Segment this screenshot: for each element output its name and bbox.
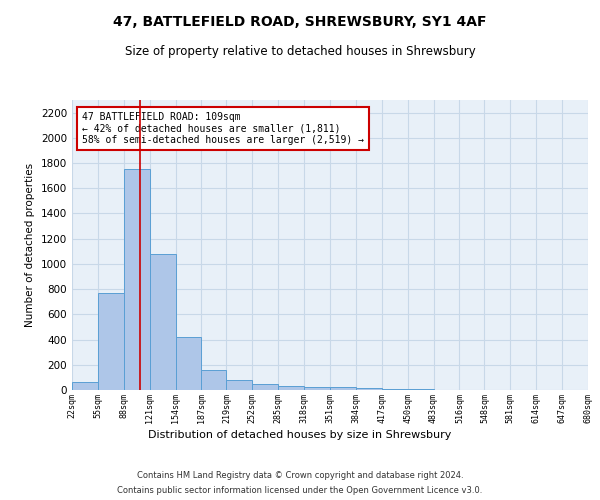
- Bar: [226, 380, 253, 390]
- Bar: [124, 170, 149, 390]
- Text: 47 BATTLEFIELD ROAD: 109sqm
← 42% of detached houses are smaller (1,811)
58% of : 47 BATTLEFIELD ROAD: 109sqm ← 42% of det…: [82, 112, 364, 145]
- Bar: [98, 293, 124, 390]
- Bar: [356, 388, 382, 390]
- Text: Distribution of detached houses by size in Shrewsbury: Distribution of detached houses by size …: [148, 430, 452, 440]
- Bar: [278, 386, 304, 390]
- Bar: [72, 382, 98, 390]
- Bar: [202, 370, 226, 390]
- Bar: [382, 389, 407, 390]
- Bar: [330, 388, 356, 390]
- Text: 47, BATTLEFIELD ROAD, SHREWSBURY, SY1 4AF: 47, BATTLEFIELD ROAD, SHREWSBURY, SY1 4A…: [113, 15, 487, 29]
- Y-axis label: Number of detached properties: Number of detached properties: [25, 163, 35, 327]
- Text: Size of property relative to detached houses in Shrewsbury: Size of property relative to detached ho…: [125, 45, 475, 58]
- Bar: [176, 337, 202, 390]
- Bar: [304, 387, 330, 390]
- Text: Contains public sector information licensed under the Open Government Licence v3: Contains public sector information licen…: [118, 486, 482, 495]
- Bar: [149, 254, 176, 390]
- Text: Contains HM Land Registry data © Crown copyright and database right 2024.: Contains HM Land Registry data © Crown c…: [137, 471, 463, 480]
- Bar: [253, 384, 278, 390]
